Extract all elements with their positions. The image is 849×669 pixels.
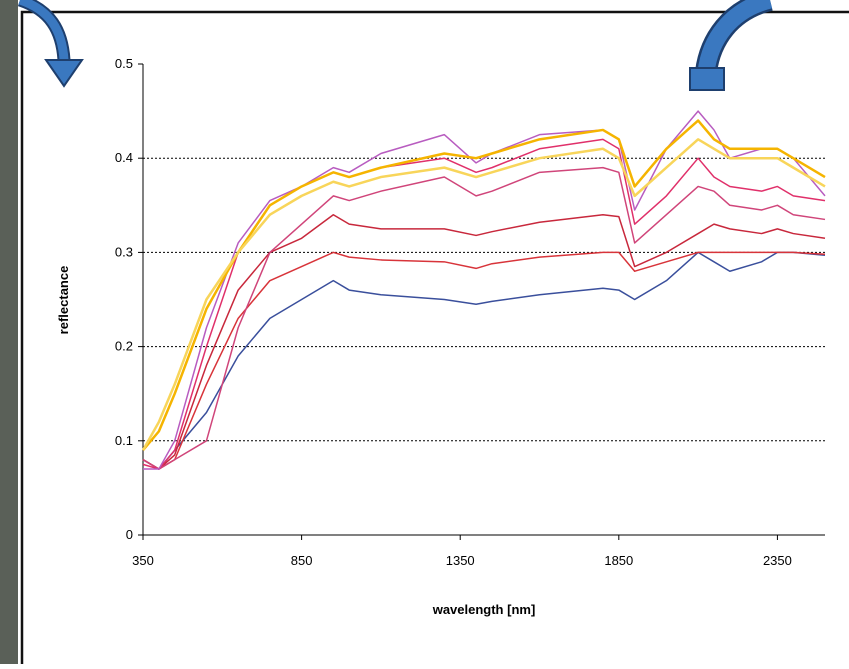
y-tick-label: 0.2 (115, 339, 133, 354)
y-tick-label: 0.3 (115, 244, 133, 259)
x-tick-label: 850 (291, 553, 313, 568)
y-tick-label: 0 (126, 527, 133, 542)
y-axis-title: reflectance (56, 266, 71, 335)
series-line (142, 166, 826, 470)
y-tick-label: 0.4 (115, 150, 133, 165)
x-tick-label: 2350 (763, 553, 792, 568)
series-line (143, 110, 826, 470)
frame (20, 10, 849, 669)
series-line (142, 138, 826, 470)
y-tick-label: 0.5 (115, 56, 133, 71)
series-line (142, 213, 826, 470)
x-axis-title: wavelength [nm] (432, 602, 536, 617)
arrow (697, 0, 773, 74)
arrow (18, 0, 69, 61)
series-line (142, 251, 826, 470)
arrow-head (44, 59, 84, 88)
x-tick-label: 350 (132, 553, 154, 568)
photo-strip (0, 0, 18, 664)
series-line (141, 138, 826, 451)
arrow-base (689, 67, 725, 91)
series-line (142, 251, 826, 470)
x-tick-label: 1350 (446, 553, 475, 568)
x-tick-label: 1850 (604, 553, 633, 568)
y-tick-label: 0.1 (115, 433, 133, 448)
